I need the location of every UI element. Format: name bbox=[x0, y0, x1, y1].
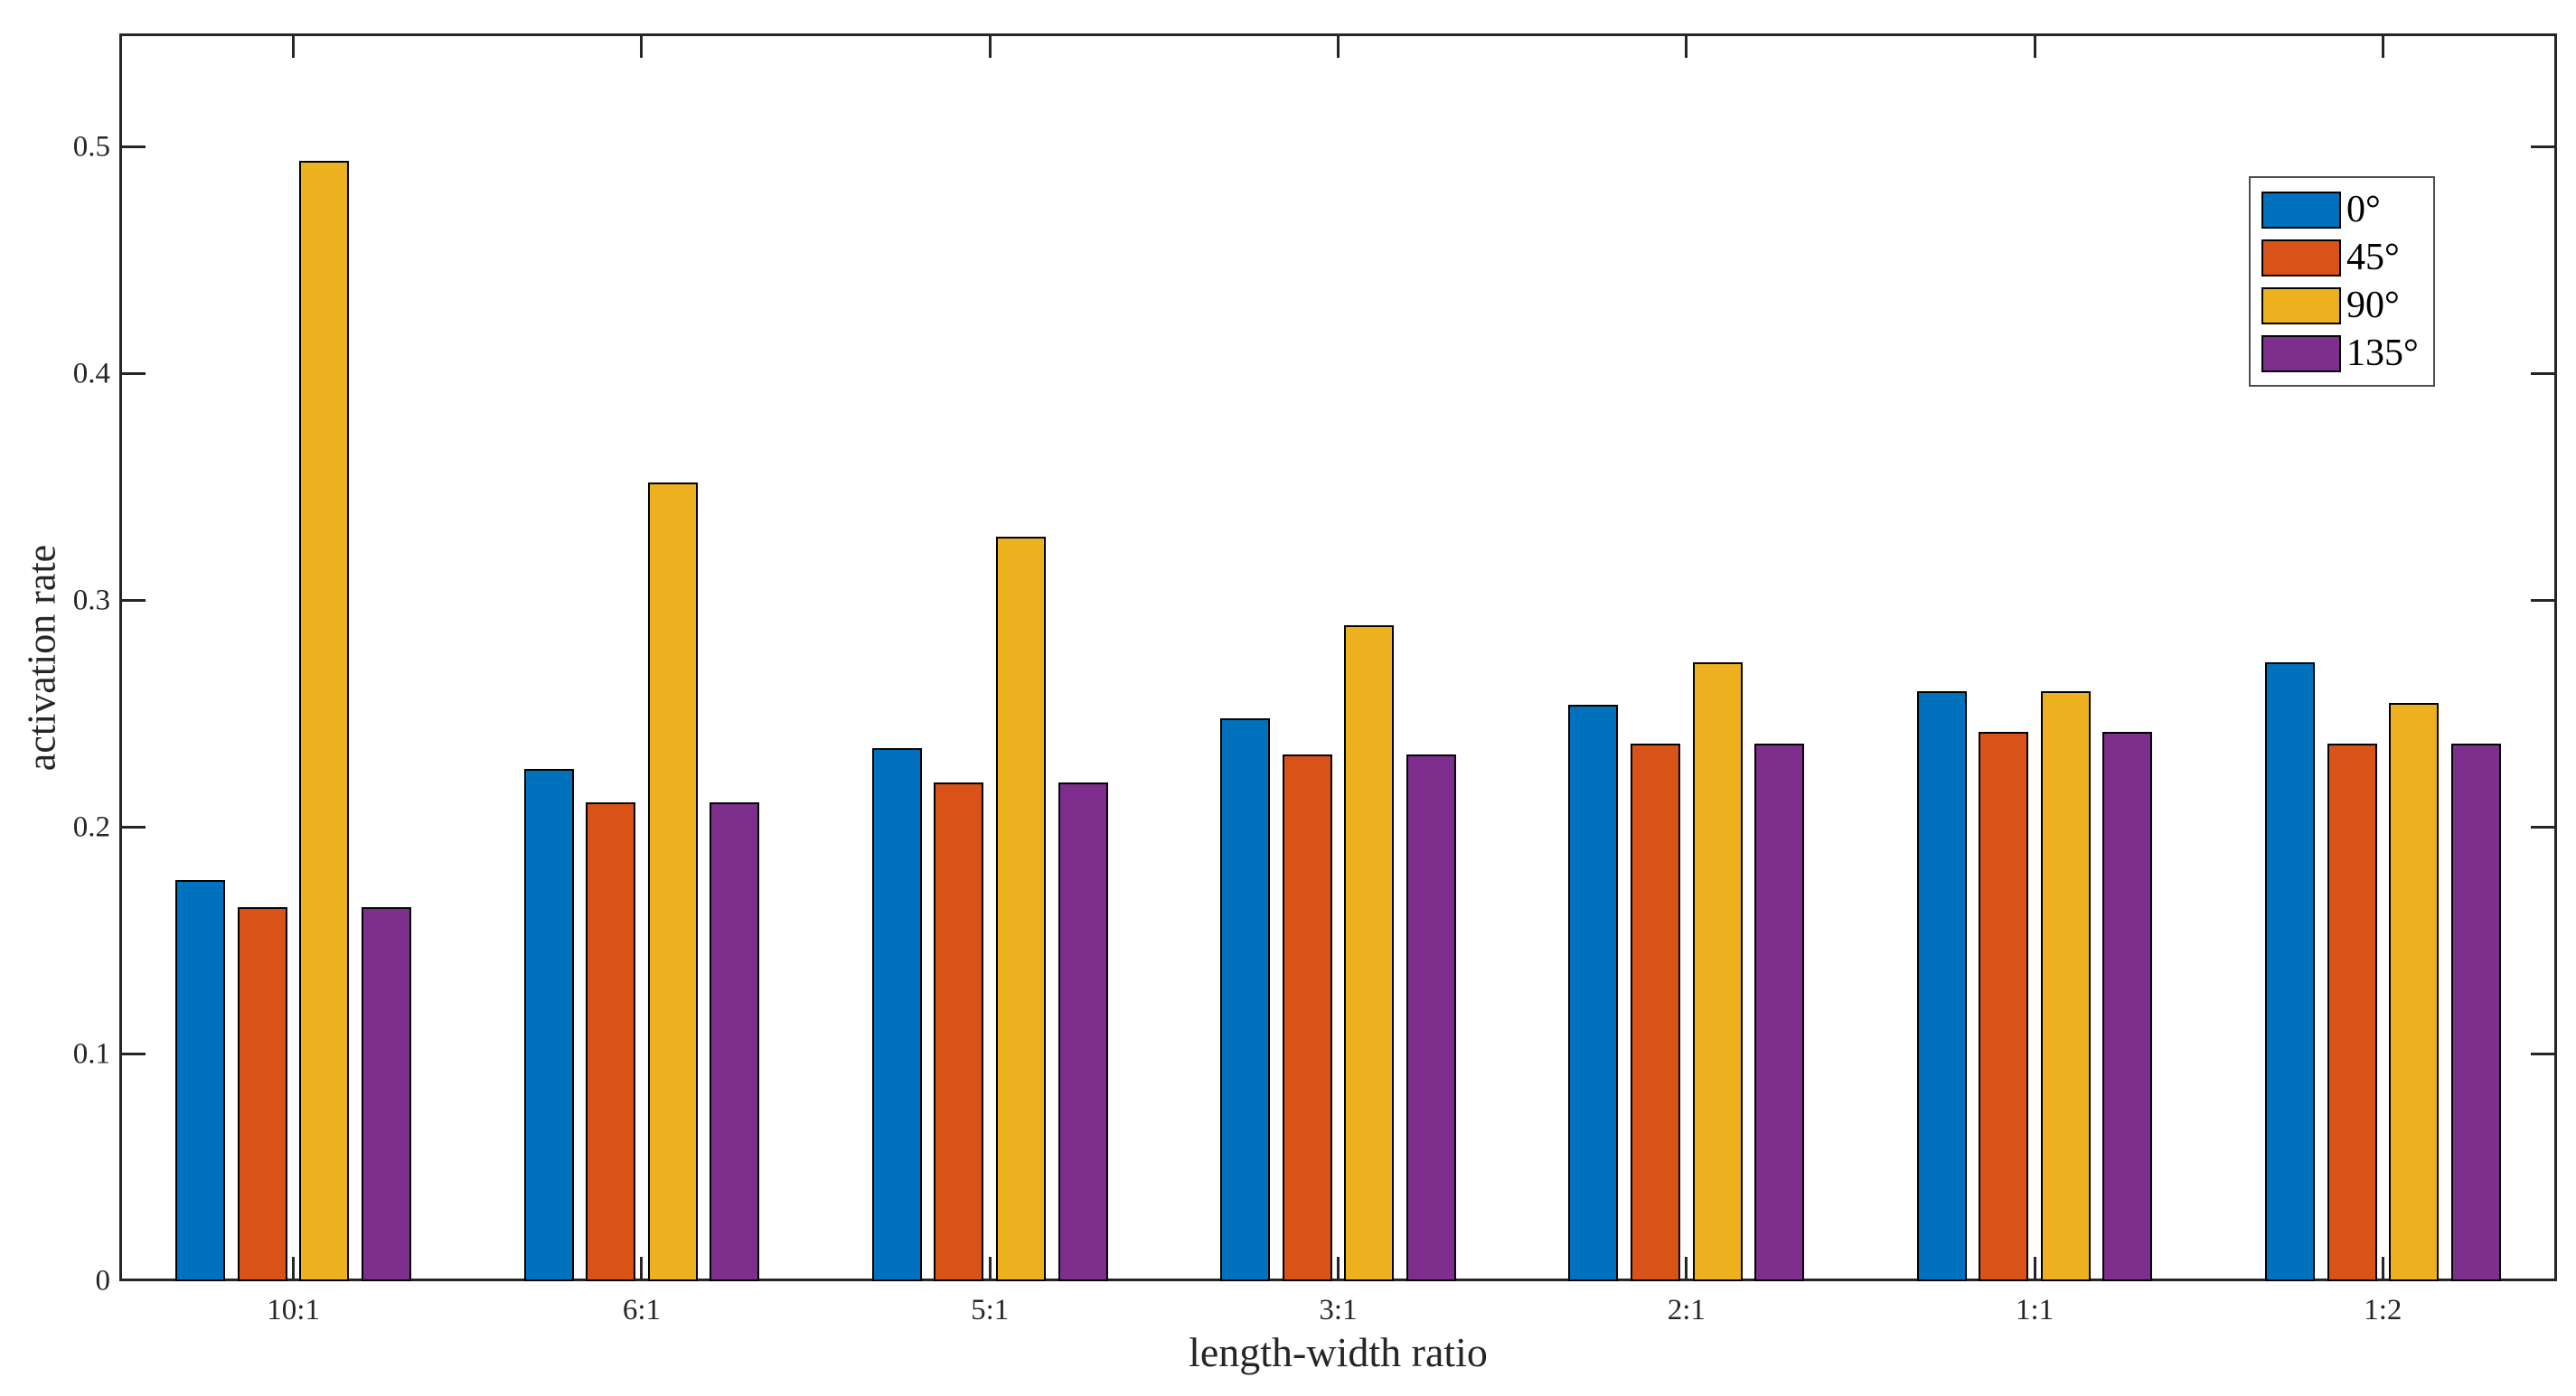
x-tick-mark bbox=[640, 1257, 644, 1279]
x-tick-label: 2:1 bbox=[1667, 1294, 1706, 1326]
bar-0deg-1:2 bbox=[2264, 661, 2315, 1281]
y-tick-mark-right bbox=[2531, 145, 2554, 149]
y-axis-label: activation rate bbox=[19, 544, 64, 771]
bar-0deg-6:1 bbox=[523, 768, 574, 1281]
y-tick-label: 0.1 bbox=[72, 1037, 110, 1071]
y-tick-mark-right bbox=[2531, 372, 2554, 376]
bar-90deg-10:1 bbox=[299, 160, 350, 1281]
bar-0deg-3:1 bbox=[1220, 718, 1271, 1281]
y-tick-mark bbox=[122, 145, 146, 149]
bar-135deg-10:1 bbox=[362, 906, 412, 1281]
x-tick-mark bbox=[988, 1257, 992, 1279]
x-tick-mark bbox=[2381, 1257, 2384, 1279]
x-tick-mark bbox=[2033, 1257, 2036, 1279]
x-tick-label: 10:1 bbox=[267, 1294, 320, 1326]
x-axis-label: length-width ratio bbox=[1189, 1329, 1488, 1375]
legend-label: 0° bbox=[2346, 189, 2381, 230]
y-tick-label: 0.3 bbox=[72, 584, 110, 617]
bar-90deg-3:1 bbox=[1344, 625, 1395, 1281]
y-tick-mark-right bbox=[2531, 1053, 2554, 1056]
y-tick-label: 0 bbox=[95, 1264, 111, 1298]
y-tick-mark bbox=[122, 1053, 146, 1056]
bar-45deg-10:1 bbox=[237, 906, 287, 1281]
y-tick-label: 0.2 bbox=[72, 810, 110, 844]
y-tick-label: 0.4 bbox=[72, 357, 110, 390]
y-tick-mark bbox=[122, 826, 146, 829]
bar-90deg-5:1 bbox=[996, 537, 1046, 1281]
bar-45deg-1:1 bbox=[1979, 732, 2029, 1281]
legend-entry: 0° bbox=[2261, 191, 2419, 229]
bar-90deg-6:1 bbox=[647, 483, 698, 1281]
bar-0deg-5:1 bbox=[871, 747, 922, 1281]
bar-45deg-3:1 bbox=[1282, 754, 1332, 1281]
x-tick-label: 3:1 bbox=[1319, 1294, 1358, 1326]
bar-45deg-1:2 bbox=[2327, 743, 2377, 1281]
bar-0deg-1:1 bbox=[1916, 691, 1967, 1281]
x-tick-label: 6:1 bbox=[622, 1294, 662, 1326]
y-tick-mark-right bbox=[2531, 599, 2554, 603]
legend-label: 45° bbox=[2346, 237, 2400, 278]
bar-135deg-5:1 bbox=[1058, 782, 1108, 1281]
x-tick-mark-top bbox=[292, 36, 296, 58]
y-tick-mark bbox=[122, 599, 146, 603]
x-tick-mark-top bbox=[988, 36, 992, 58]
plot-area bbox=[119, 33, 2557, 1281]
bar-135deg-6:1 bbox=[710, 802, 760, 1281]
y-tick-mark bbox=[122, 372, 146, 376]
bar-0deg-10:1 bbox=[175, 879, 226, 1281]
x-tick-label: 1:2 bbox=[2364, 1294, 2402, 1326]
x-tick-mark bbox=[292, 1257, 296, 1279]
bar-135deg-3:1 bbox=[1406, 754, 1456, 1281]
x-tick-label: 1:1 bbox=[2015, 1294, 2054, 1326]
x-tick-mark-top bbox=[2033, 36, 2036, 58]
bar-135deg-1:1 bbox=[2102, 732, 2153, 1281]
bar-135deg-2:1 bbox=[1754, 743, 1805, 1281]
legend-swatch-0deg bbox=[2261, 191, 2341, 229]
x-tick-mark bbox=[1337, 1257, 1340, 1279]
x-tick-mark-top bbox=[640, 36, 644, 58]
legend-swatch-90deg bbox=[2261, 286, 2341, 324]
bar-90deg-1:2 bbox=[2389, 702, 2440, 1281]
x-tick-mark bbox=[1685, 1257, 1688, 1279]
x-tick-mark-top bbox=[1685, 36, 1688, 58]
legend-swatch-135deg bbox=[2261, 334, 2341, 372]
bar-90deg-2:1 bbox=[1692, 661, 1743, 1281]
bar-135deg-1:2 bbox=[2450, 743, 2501, 1281]
bar-90deg-1:1 bbox=[2040, 691, 2091, 1281]
legend-label: 90° bbox=[2346, 285, 2400, 326]
bar-45deg-5:1 bbox=[934, 782, 984, 1281]
legend-entry: 135° bbox=[2261, 334, 2419, 372]
legend-swatch-45deg bbox=[2261, 239, 2341, 276]
y-tick-mark-right bbox=[2531, 826, 2554, 829]
x-tick-mark-top bbox=[2381, 36, 2384, 58]
x-tick-label: 5:1 bbox=[971, 1294, 1010, 1326]
y-tick-label: 0.5 bbox=[72, 130, 110, 164]
legend-label: 135° bbox=[2346, 333, 2419, 374]
legend-entry: 45° bbox=[2261, 239, 2419, 276]
bar-45deg-2:1 bbox=[1630, 743, 1680, 1281]
legend-entry: 90° bbox=[2261, 286, 2419, 324]
x-tick-mark-top bbox=[1337, 36, 1340, 58]
bar-0deg-2:1 bbox=[1568, 705, 1619, 1281]
legend: 0° 45° 90° 135° bbox=[2249, 176, 2435, 387]
bar-45deg-6:1 bbox=[586, 802, 636, 1281]
